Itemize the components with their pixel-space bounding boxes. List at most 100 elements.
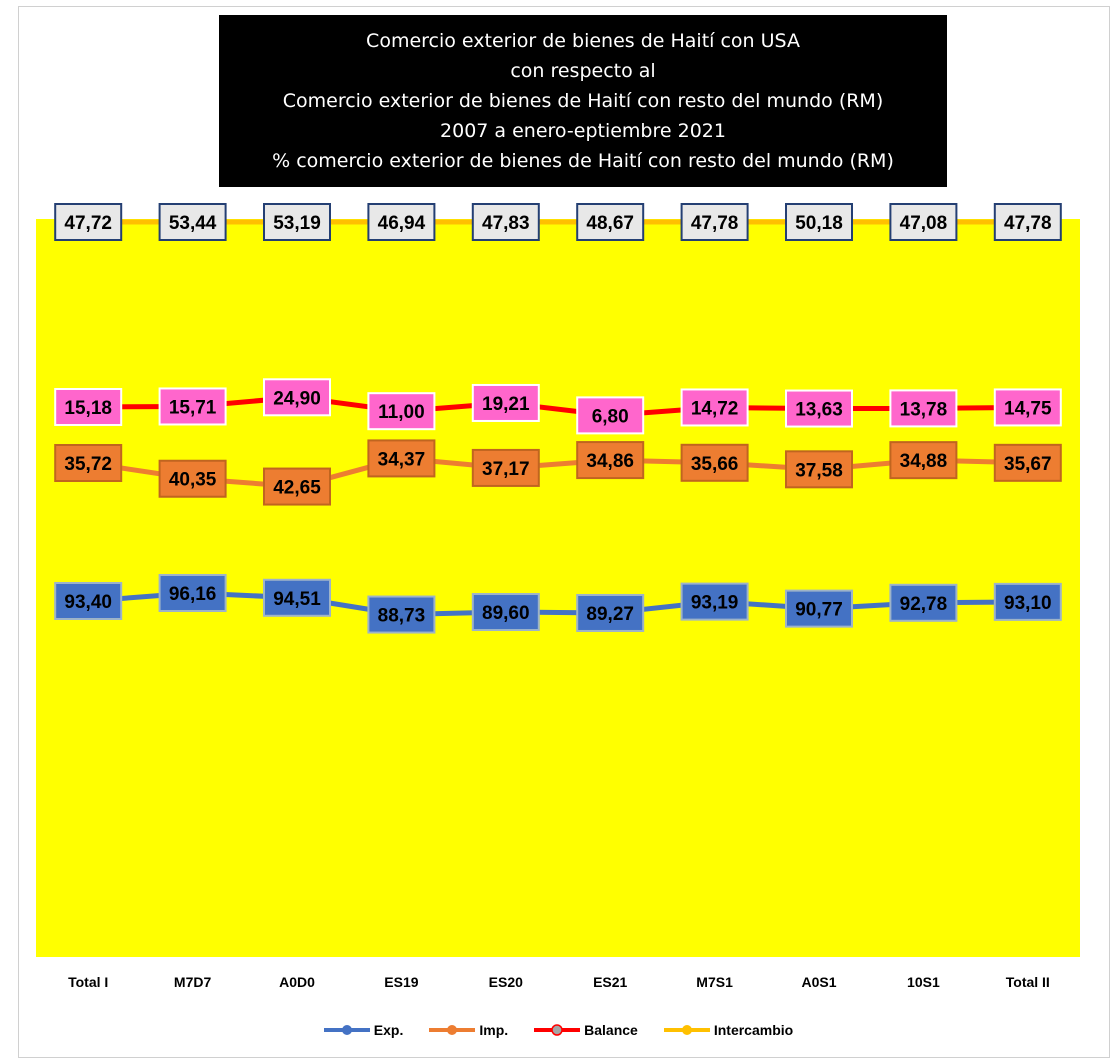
data-label-imp: 35,66 bbox=[680, 443, 749, 482]
data-label-intercambio: 53,44 bbox=[158, 203, 227, 241]
data-label-text: 89,27 bbox=[586, 604, 634, 625]
data-label-text: 46,94 bbox=[378, 213, 426, 234]
data-label-box bbox=[367, 392, 436, 431]
legend-label-exp: Exp. bbox=[373, 1022, 404, 1038]
data-label-box bbox=[680, 388, 749, 427]
legend-marker-balance bbox=[534, 1024, 581, 1036]
data-label-box bbox=[993, 388, 1062, 427]
data-label-imp: 35,72 bbox=[54, 444, 123, 482]
data-label-text: 42,65 bbox=[273, 478, 321, 499]
data-label-text: 14,72 bbox=[691, 398, 739, 419]
data-label-box bbox=[576, 441, 645, 480]
data-label-balance: 19,21 bbox=[471, 383, 540, 422]
data-label-text: 47,78 bbox=[691, 213, 739, 234]
data-label-box bbox=[263, 467, 331, 506]
data-label-box bbox=[889, 583, 958, 622]
data-label-box bbox=[367, 439, 436, 478]
data-label-box bbox=[158, 387, 227, 426]
title-line-1: Comercio exterior de bienes de Haití con… bbox=[366, 30, 800, 52]
data-label-balance: 6,80 bbox=[576, 396, 645, 435]
data-label-box bbox=[576, 396, 645, 435]
data-label-exp: 88,73 bbox=[367, 595, 436, 634]
data-label-text: 53,19 bbox=[273, 213, 321, 234]
data-label-exp: 93,40 bbox=[54, 582, 123, 620]
legend-item-balance: Balance bbox=[532, 1022, 638, 1038]
data-label-balance: 14,72 bbox=[680, 388, 749, 427]
series-line-balance bbox=[88, 394, 1028, 418]
data-label-text: 13,78 bbox=[900, 399, 948, 420]
data-label-intercambio: 47,08 bbox=[889, 203, 958, 241]
data-label-exp: 92,78 bbox=[889, 583, 958, 622]
data-label-imp: 34,37 bbox=[367, 439, 436, 478]
chart-title: Comercio exterior de bienes de Haití con… bbox=[219, 15, 947, 187]
data-label-text: 34,88 bbox=[900, 451, 948, 472]
data-label-balance: 24,90 bbox=[263, 378, 331, 417]
data-label-text: 47,78 bbox=[1004, 213, 1052, 234]
data-label-text: 13,63 bbox=[795, 400, 843, 421]
data-label-box bbox=[54, 582, 123, 620]
data-label-text: 89,60 bbox=[482, 603, 530, 624]
data-label-box bbox=[471, 383, 540, 422]
legend-label-balance: Balance bbox=[584, 1022, 638, 1038]
data-label-text: 37,58 bbox=[795, 460, 843, 481]
data-label-balance: 13,63 bbox=[785, 389, 853, 428]
data-label-text: 15,71 bbox=[169, 397, 217, 418]
data-label-balance: 11,00 bbox=[367, 392, 436, 431]
x-tick-label: A0S1 bbox=[801, 974, 836, 990]
legend-label-imp: Imp. bbox=[479, 1022, 509, 1038]
data-label-text: 90,77 bbox=[795, 600, 843, 621]
data-label-intercambio: 46,94 bbox=[367, 203, 436, 241]
x-tick-label: M7D7 bbox=[174, 974, 212, 990]
title-line-3: Comercio exterior de bienes de Haití con… bbox=[282, 90, 884, 112]
data-label-box bbox=[576, 203, 645, 241]
data-label-intercambio: 47,78 bbox=[680, 203, 749, 241]
x-tick-label: Total II bbox=[1006, 974, 1050, 990]
data-label-balance: 14,75 bbox=[993, 388, 1062, 427]
data-label-text: 48,67 bbox=[586, 213, 634, 234]
data-label-exp: 90,77 bbox=[785, 589, 853, 628]
data-label-text: 47,72 bbox=[64, 213, 112, 234]
data-label-text: 94,51 bbox=[273, 589, 321, 610]
data-labels: 47,72 53,44 53,19 46,94 47,83 48,67 47,78 50,18… bbox=[54, 203, 1062, 634]
x-axis-tick-labels: Total I M7D7 A0D0 ES19 ES20 ES21 M7S1 A0S1 10S1 T… bbox=[68, 974, 1050, 990]
data-label-text: 35,67 bbox=[1004, 454, 1052, 475]
data-label-text: 19,21 bbox=[482, 394, 530, 415]
data-label-box bbox=[263, 378, 331, 417]
data-label-intercambio: 53,19 bbox=[263, 203, 331, 241]
data-label-box bbox=[993, 582, 1062, 621]
data-label-text: 50,18 bbox=[795, 213, 843, 234]
data-label-text: 6,80 bbox=[592, 406, 629, 427]
data-label-text: 35,72 bbox=[64, 454, 112, 475]
data-label-text: 92,78 bbox=[900, 594, 948, 615]
data-label-imp: 34,86 bbox=[576, 441, 645, 480]
data-label-imp: 35,67 bbox=[993, 443, 1062, 482]
data-label-box bbox=[263, 203, 331, 241]
legend-marker-intercambio bbox=[663, 1025, 710, 1035]
data-label-imp: 37,17 bbox=[471, 448, 540, 487]
data-label-text: 93,10 bbox=[1004, 593, 1052, 614]
title-line-2: con respecto al bbox=[510, 60, 656, 82]
data-label-text: 11,00 bbox=[378, 402, 425, 423]
data-label-exp: 93,10 bbox=[993, 582, 1062, 621]
data-label-text: 24,90 bbox=[273, 388, 321, 409]
data-label-box bbox=[367, 595, 436, 634]
data-label-box bbox=[576, 593, 645, 632]
data-label-box bbox=[471, 448, 540, 487]
legend: Exp. Imp. Balance Intercambio bbox=[0, 1018, 1115, 1042]
data-label-box bbox=[54, 388, 123, 426]
data-label-intercambio: 47,83 bbox=[471, 203, 540, 241]
data-label-text: 47,83 bbox=[482, 213, 530, 234]
x-tick-label: ES21 bbox=[593, 974, 627, 990]
data-label-box bbox=[785, 589, 853, 628]
legend-marker-exp bbox=[323, 1025, 370, 1035]
data-label-text: 53,44 bbox=[169, 213, 217, 234]
data-label-box bbox=[785, 450, 853, 489]
data-label-exp: 89,60 bbox=[471, 593, 540, 632]
data-label-balance: 15,18 bbox=[54, 388, 123, 426]
series-line-imp bbox=[87, 455, 1028, 490]
data-label-box bbox=[367, 203, 436, 241]
data-label-text: 37,17 bbox=[482, 459, 530, 480]
data-label-imp: 37,58 bbox=[785, 450, 853, 489]
data-label-text: 34,37 bbox=[378, 449, 426, 470]
data-label-exp: 96,16 bbox=[158, 573, 227, 612]
